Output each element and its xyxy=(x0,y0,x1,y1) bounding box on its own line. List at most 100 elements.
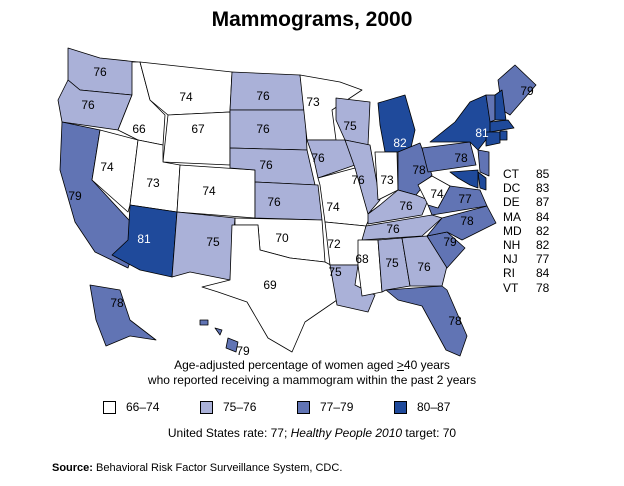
state-co xyxy=(176,164,256,219)
small-state-row: VT 78 xyxy=(503,281,549,295)
state-value-hi: 79 xyxy=(236,344,250,358)
state-value-ut: 73 xyxy=(146,176,160,190)
legend-item: 66–74 xyxy=(103,400,200,414)
rate-tail: target: 70 xyxy=(402,426,457,440)
state-value-fl: 78 xyxy=(448,314,462,328)
small-state-row: MD 82 xyxy=(503,224,549,238)
state-pa xyxy=(421,141,477,173)
state-tx xyxy=(201,224,341,353)
state-hi xyxy=(214,327,223,336)
state-value-il: 76 xyxy=(351,173,365,187)
state-tn xyxy=(361,214,443,241)
map-caption: Age-adjusted percentage of women aged >4… xyxy=(0,358,624,388)
state-value-sc: 79 xyxy=(443,235,457,249)
rate-text: United States rate: 77; xyxy=(167,426,291,440)
state-ia xyxy=(306,139,356,179)
state-value-ks: 76 xyxy=(267,195,281,209)
source-label: Source: xyxy=(52,462,93,474)
state-value-ga: 76 xyxy=(417,260,431,274)
state-abbr: CT xyxy=(503,167,519,181)
state-value-ca: 79 xyxy=(68,189,82,203)
caption-text-end: 40 years xyxy=(403,358,450,372)
us-rate: United States rate: 77; Healthy People 2… xyxy=(0,426,624,440)
state-value-in: 73 xyxy=(380,173,394,187)
small-state-row: MA 84 xyxy=(503,210,549,224)
state-value-nm: 75 xyxy=(206,235,220,249)
small-state-row: RI 84 xyxy=(503,266,549,280)
state-abbr: MA xyxy=(503,209,521,224)
state-abbr: RI xyxy=(503,266,515,281)
state-value-me: 79 xyxy=(520,84,534,98)
state-value-la: 75 xyxy=(328,265,342,279)
state-value-ok: 70 xyxy=(275,231,289,245)
small-state-row: DC 83 xyxy=(503,181,549,195)
state-value-ne: 76 xyxy=(259,158,273,172)
caption-line-2: who reported receiving a mammogram withi… xyxy=(147,373,477,387)
legend-swatch xyxy=(394,400,407,414)
small-state-row: CT 85 xyxy=(503,167,549,181)
state-abbr: NH xyxy=(503,238,521,253)
state-ny xyxy=(429,94,493,151)
small-state-row: NH 82 xyxy=(503,238,549,252)
legend-item: 77–79 xyxy=(297,400,394,414)
state-value-sd: 76 xyxy=(256,122,270,136)
state-abbr: VT xyxy=(503,280,519,295)
state-value-ms: 68 xyxy=(355,252,369,266)
legend-swatch xyxy=(200,400,213,414)
state-value: 84 xyxy=(536,209,550,224)
state-wv xyxy=(417,175,451,209)
state-ak xyxy=(89,284,157,347)
small-states-list: CT 85 DC 83 DE 87 MA 84 MD 82 NH 82 NJ 77 RI 84 VT 78 xyxy=(503,167,549,295)
state-wy xyxy=(162,111,231,166)
state-value: 78 xyxy=(536,280,550,295)
state-value-mi: 82 xyxy=(393,136,407,150)
legend-label: 80–87 xyxy=(417,400,451,414)
legend-item: 75–76 xyxy=(200,400,297,414)
state-ga xyxy=(401,235,448,287)
state-value: 82 xyxy=(536,238,550,253)
rate-italic: Healthy People 2010 xyxy=(290,426,403,440)
state-value-oh: 78 xyxy=(412,163,426,177)
state-md xyxy=(449,169,479,189)
state-value-pa: 78 xyxy=(454,151,468,165)
state-abbr: MD xyxy=(503,223,522,238)
state-value-ia: 76 xyxy=(311,151,325,165)
legend: 66–74 75–76 77–79 80–87 xyxy=(103,400,491,414)
state-value-nc: 78 xyxy=(460,214,474,228)
state-nm xyxy=(171,211,236,281)
state-nv xyxy=(91,129,139,213)
small-state-row: NJ 77 xyxy=(503,252,549,266)
legend-label: 75–76 xyxy=(223,400,257,414)
state-ri xyxy=(499,130,508,141)
state-value-az: 81 xyxy=(137,232,151,246)
state-value-mt: 74 xyxy=(179,90,193,104)
map-title: Mammograms, 2000 xyxy=(211,8,413,31)
state-value-ak: 78 xyxy=(110,296,124,310)
state-value: 84 xyxy=(536,266,550,281)
legend-label: 66–74 xyxy=(126,400,160,414)
caption-text: Age-adjusted percentage of women aged xyxy=(174,358,397,372)
state-value-ny: 81 xyxy=(475,126,489,140)
state-value-tx: 69 xyxy=(263,278,277,292)
state-al xyxy=(377,237,411,293)
state-value-or: 76 xyxy=(81,98,95,112)
state-abbr: DE xyxy=(503,195,520,210)
state-nj xyxy=(477,149,490,177)
state-ms xyxy=(357,239,383,297)
state-value: 83 xyxy=(536,181,550,196)
state-value-mo: 74 xyxy=(326,200,340,214)
state-value-mn: 73 xyxy=(306,95,320,109)
state-value: 82 xyxy=(536,223,550,238)
state-fl xyxy=(385,285,468,357)
source-note: Source: Behavioral Risk Factor Surveilla… xyxy=(52,462,342,474)
state-ks xyxy=(254,181,323,221)
state-value-nv: 74 xyxy=(100,160,114,174)
state-value-al: 75 xyxy=(385,256,399,270)
state-value: 87 xyxy=(536,195,550,210)
source-text: Behavioral Risk Factor Surveillance Syst… xyxy=(92,462,343,474)
state-ma xyxy=(489,119,515,133)
state-value-va: 77 xyxy=(458,192,472,206)
state-ct xyxy=(485,131,501,147)
